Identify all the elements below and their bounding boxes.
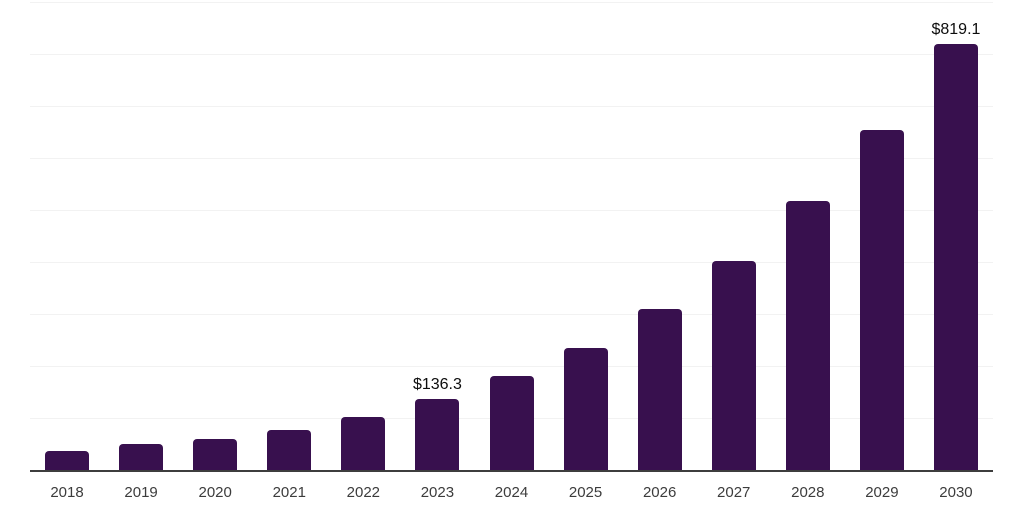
- x-tick-label-2023: 2023: [420, 484, 455, 501]
- x-tick-label-2025: 2025: [568, 484, 603, 501]
- bar-2024: [489, 375, 534, 470]
- bar-2019: [119, 444, 164, 470]
- bar-2022: [341, 416, 386, 470]
- x-tick-label-2021: 2021: [272, 484, 306, 501]
- gridline: [30, 106, 993, 107]
- gridline: [30, 262, 993, 263]
- bar-2026: [637, 309, 682, 470]
- x-tick-label-2022: 2022: [346, 484, 381, 501]
- x-tick-label-2027: 2027: [717, 484, 751, 501]
- x-tick-label-2029: 2029: [865, 484, 899, 501]
- x-tick-label-2026: 2026: [642, 484, 677, 501]
- bar-value-label-2023: $136.3: [412, 376, 462, 394]
- bar-2023: [415, 399, 460, 470]
- bar-2027: [711, 261, 756, 470]
- bar-2028: [785, 201, 830, 470]
- gridline: [30, 54, 993, 55]
- x-axis-line: [30, 470, 993, 472]
- gridline: [30, 210, 993, 211]
- gridline: [30, 2, 993, 3]
- bar-2021: [267, 429, 312, 470]
- x-tick-label-2030: 2030: [939, 484, 973, 501]
- x-tick-label-2024: 2024: [494, 484, 529, 501]
- x-tick-label-2020: 2020: [198, 484, 232, 501]
- bar-2018: [45, 450, 90, 470]
- gridline: [30, 314, 993, 315]
- gridline: [30, 158, 993, 159]
- x-tick-label-2019: 2019: [124, 484, 158, 501]
- bar-2030: [933, 44, 978, 470]
- bar-2025: [563, 347, 608, 470]
- bar-2029: [859, 130, 904, 470]
- bar-2020: [193, 438, 238, 470]
- plot-area: $136.3 $819.1: [30, 2, 993, 470]
- x-tick-label-2028: 2028: [791, 484, 825, 501]
- gridline: [30, 366, 993, 367]
- x-tick-label-2018: 2018: [50, 484, 84, 501]
- bar-value-label-2030: $819.1: [931, 21, 981, 39]
